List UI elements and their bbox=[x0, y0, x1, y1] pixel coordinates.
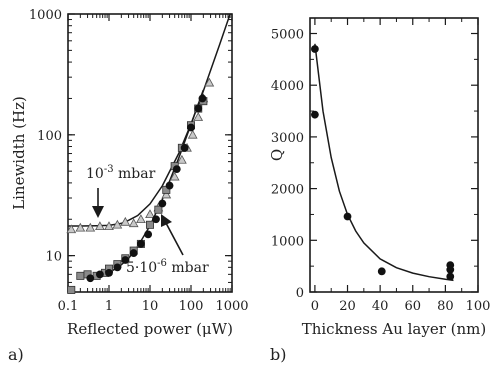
panel-b-point-dot bbox=[310, 45, 319, 53]
panel-a-plot-area bbox=[68, 14, 231, 280]
panel-a-point-triangle bbox=[85, 222, 96, 232]
panel-a-point-dot bbox=[129, 249, 138, 257]
panel-a-point-triangle bbox=[193, 112, 204, 121]
panel-b-frame bbox=[309, 17, 479, 293]
panel-a-point-dot bbox=[105, 268, 113, 277]
panel-a-point-triangle bbox=[128, 218, 139, 228]
panel-a-point-square bbox=[145, 220, 154, 229]
panel-a-point-triangle bbox=[187, 129, 198, 139]
panel-a-point-dot bbox=[121, 256, 130, 264]
panel-b-chart: 0 20 40 60 80 100010002000300040005000Thickne… bbox=[268, 17, 491, 364]
panel-a-point-triangle bbox=[75, 222, 86, 232]
panel-a-point-triangle bbox=[112, 219, 123, 229]
panel-a-point-dot bbox=[165, 181, 174, 190]
panel-b-plot-area bbox=[314, 43, 454, 282]
panel-a-chart: 0.1 1 10 100 1000 10 100 1000 Reflected power (μ… bbox=[8, 8, 249, 364]
panel-a-point-dot bbox=[198, 94, 207, 103]
panel-b-y-axis-label: Q bbox=[268, 149, 286, 161]
panel-b-y-tick-label: 2000 bbox=[271, 183, 304, 198]
panel-b-point-dot bbox=[446, 272, 455, 281]
panel-a-point-dot bbox=[144, 230, 153, 239]
panel-a-point-dot bbox=[187, 123, 195, 132]
panel-a-x-axis-label: Reflected power (μW) bbox=[67, 320, 233, 338]
panel-b-x-tick-label: 100 bbox=[466, 299, 491, 314]
panel-a-x-tick-label: 100 bbox=[179, 299, 204, 314]
panel-b-y-tick-label: 1000 bbox=[271, 234, 304, 249]
panel-b-x-tick-label: 0 bbox=[311, 299, 319, 314]
panel-a-point-square bbox=[67, 285, 76, 294]
panel-a-point-triangle bbox=[161, 189, 172, 199]
panel-a-point-triangle bbox=[177, 154, 187, 164]
panel-a-point-dot bbox=[96, 270, 104, 279]
panel-a-point-triangle bbox=[136, 214, 146, 224]
panel-a-point-triangle bbox=[95, 221, 105, 231]
panel-b-y-tick-label: 3000 bbox=[271, 131, 304, 146]
panel-a-y-tick-label: 10 bbox=[45, 250, 62, 265]
annotation-lower-arrowhead bbox=[161, 214, 172, 227]
panel-b-y-tick-label: 0 bbox=[296, 286, 304, 301]
panel-a-fit-curve-lower bbox=[87, 89, 205, 280]
panel-b-x-tick-label: 40 bbox=[372, 299, 389, 314]
panel-a-point-triangle bbox=[169, 171, 180, 181]
panel-b-x-tick-label: 80 bbox=[437, 299, 454, 314]
annotation-lower-arrow bbox=[165, 222, 184, 256]
panel-b-x-tick-label: 20 bbox=[339, 299, 356, 314]
panel-a-point-dot bbox=[152, 215, 160, 224]
panel-b-y-tick-label: 5000 bbox=[271, 28, 304, 43]
panel-a-label: a) bbox=[8, 345, 24, 364]
panel-b-label: b) bbox=[270, 345, 286, 364]
panel-a-x-tick-label: 0.1 bbox=[58, 299, 79, 314]
panel-a-x-tick-label: 1 bbox=[105, 299, 113, 314]
panel-a-point-dot bbox=[172, 165, 181, 174]
annotation-upper-arrowhead bbox=[92, 206, 104, 218]
panel-a-point-square bbox=[76, 271, 85, 280]
panel-b-point-dot bbox=[377, 267, 386, 276]
panel-a-annotations: 10-3 mbar 5·10-6 mbar bbox=[86, 164, 209, 276]
panel-a-point-triangle bbox=[66, 224, 77, 234]
panel-a-x-tick-label: 10 bbox=[142, 299, 159, 314]
panel-a-fit-curve-upper bbox=[68, 14, 231, 227]
panel-a-y-axis-label: Linewidth (Hz) bbox=[10, 96, 28, 210]
panel-a-y-tick-label: 100 bbox=[37, 129, 62, 144]
panel-a-frame bbox=[67, 13, 233, 293]
panel-a-y-tick-label: 1000 bbox=[29, 8, 62, 23]
panel-b-point-dot bbox=[310, 110, 319, 119]
panel-a-point-triangle bbox=[204, 77, 215, 87]
annotation-lower-text: 5·10-6 mbar bbox=[126, 258, 209, 276]
panel-a-point-dot bbox=[158, 199, 167, 208]
panel-b-x-axis-label: Thickness Au layer (nm) bbox=[302, 320, 487, 338]
panel-a-point-dot bbox=[180, 143, 189, 152]
panel-b-y-tick-label: 4000 bbox=[271, 79, 304, 94]
panel-a-point-square bbox=[154, 205, 163, 214]
annotation-upper-text: 10-3 mbar bbox=[86, 164, 156, 182]
panel-a-point-triangle bbox=[120, 216, 131, 226]
panel-a-point-dot bbox=[86, 274, 95, 283]
panel-a-point-triangle bbox=[145, 209, 155, 219]
panel-b-point-dot bbox=[446, 265, 455, 274]
panel-a-point-dot bbox=[194, 104, 203, 113]
panel-a-point-dot bbox=[137, 240, 145, 248]
panel-b-point-dot bbox=[343, 212, 352, 221]
panel-a-x-tick-label: 1000 bbox=[215, 299, 248, 314]
panel-b-x-tick-label: 60 bbox=[404, 299, 421, 314]
panel-a-point-dot bbox=[113, 263, 122, 272]
panel-b-fit-curve bbox=[314, 43, 454, 282]
panel-a-point-triangle bbox=[104, 221, 114, 231]
